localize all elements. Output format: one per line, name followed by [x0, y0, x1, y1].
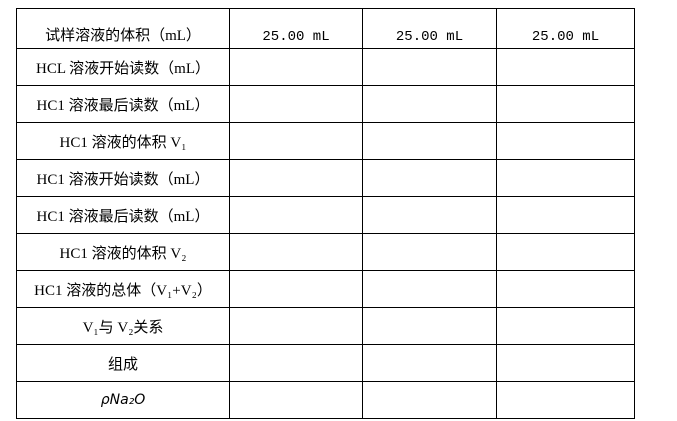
empty-cell	[496, 233, 635, 271]
table-row: HC1 溶液的体积 V₂	[16, 233, 635, 271]
empty-cell	[496, 196, 635, 234]
header-cell: 25.00 mL	[229, 8, 363, 49]
table-row: HC1 溶液最后读数（mL）	[16, 196, 635, 234]
header-row: 试样溶液的体积（mL） 25.00 mL 25.00 mL 25.00 mL	[16, 8, 635, 49]
empty-cell	[229, 233, 363, 271]
empty-cell	[362, 233, 497, 271]
table-row: HC1 溶液开始读数（mL）	[16, 159, 635, 197]
table-row: HC1 溶液最后读数（mL）	[16, 85, 635, 123]
empty-cell	[229, 196, 363, 234]
header-cell: 试样溶液的体积（mL）	[16, 8, 230, 49]
empty-cell	[362, 159, 497, 197]
row-label: HCL 溶液开始读数（mL）	[16, 48, 230, 86]
row-label: HC1 溶液的总体（V₁+V₂）	[16, 270, 230, 308]
empty-cell	[496, 307, 635, 345]
empty-cell	[362, 85, 497, 123]
table-row: 组成	[16, 344, 635, 382]
empty-cell	[362, 48, 497, 86]
empty-cell	[362, 122, 497, 160]
table-row: V₁与 V₂关系	[16, 307, 635, 345]
table-row: HC1 溶液的体积 V₁	[16, 122, 635, 160]
empty-cell	[362, 270, 497, 308]
row-label: HC1 溶液最后读数（mL）	[16, 85, 230, 123]
empty-cell	[229, 344, 363, 382]
empty-cell	[496, 85, 635, 123]
document: 试样溶液的体积（mL） 25.00 mL 25.00 mL 25.00 mL HCL 溶…	[16, 8, 635, 419]
header-cell: 25.00 mL	[496, 8, 635, 49]
empty-cell	[362, 307, 497, 345]
empty-cell	[229, 85, 363, 123]
empty-cell	[496, 344, 635, 382]
empty-cell	[229, 159, 363, 197]
row-label: ρNa₂O	[16, 381, 230, 419]
table-row: ρNa₂O	[16, 381, 635, 419]
row-label: HC1 溶液的体积 V₂	[16, 233, 230, 271]
data-table: 试样溶液的体积（mL） 25.00 mL 25.00 mL 25.00 mL HCL 溶…	[16, 8, 635, 419]
empty-cell	[496, 122, 635, 160]
row-label: V₁与 V₂关系	[16, 307, 230, 345]
empty-cell	[496, 159, 635, 197]
empty-cell	[496, 381, 635, 419]
table-row: HC1 溶液的总体（V₁+V₂）	[16, 270, 635, 308]
table-row: HCL 溶液开始读数（mL）	[16, 48, 635, 86]
row-label: HC1 溶液开始读数（mL）	[16, 159, 230, 197]
empty-cell	[229, 122, 363, 160]
row-label: 组成	[16, 344, 230, 382]
row-label: HC1 溶液最后读数（mL）	[16, 196, 230, 234]
empty-cell	[229, 307, 363, 345]
empty-cell	[496, 48, 635, 86]
empty-cell	[229, 381, 363, 419]
header-cell: 25.00 mL	[362, 8, 497, 49]
empty-cell	[229, 48, 363, 86]
empty-cell	[496, 270, 635, 308]
empty-cell	[362, 196, 497, 234]
empty-cell	[362, 381, 497, 419]
empty-cell	[229, 270, 363, 308]
empty-cell	[362, 344, 497, 382]
row-label: HC1 溶液的体积 V₁	[16, 122, 230, 160]
